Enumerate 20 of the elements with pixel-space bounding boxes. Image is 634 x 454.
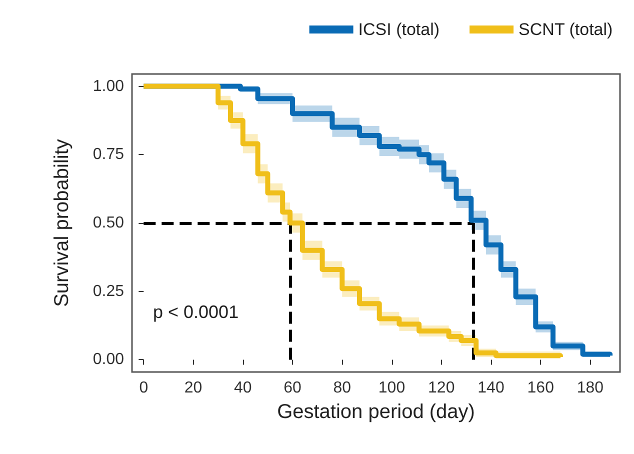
y-tick-label: 0.75 (92, 146, 124, 164)
x-tick-label: 120 (428, 380, 455, 396)
x-tick-label: 180 (576, 380, 604, 396)
y-tick-label: 0.00 (92, 351, 124, 368)
y-tick-label: 0.25 (92, 282, 124, 300)
x-tick-label: 60 (284, 380, 302, 396)
x-tick-label: 40 (234, 380, 252, 396)
legend-label: SCNT (total) (518, 20, 613, 39)
x-tick-label: 80 (333, 380, 352, 396)
x-tick-label: 0 (139, 380, 148, 396)
y-axis-title: Survival probability (51, 139, 73, 307)
x-tick-label: 100 (378, 380, 406, 396)
legend-label: ICSI (total) (358, 20, 440, 39)
annotation: p < 0.0001 (153, 302, 239, 322)
x-tick-label: 20 (184, 380, 202, 396)
x-tick-label: 160 (527, 380, 554, 396)
x-axis-title: Gestation period (day) (277, 401, 475, 423)
y-tick-label: 0.50 (92, 214, 124, 232)
x-tick-label: 140 (478, 380, 504, 396)
y-tick-label: 1.00 (92, 78, 124, 95)
